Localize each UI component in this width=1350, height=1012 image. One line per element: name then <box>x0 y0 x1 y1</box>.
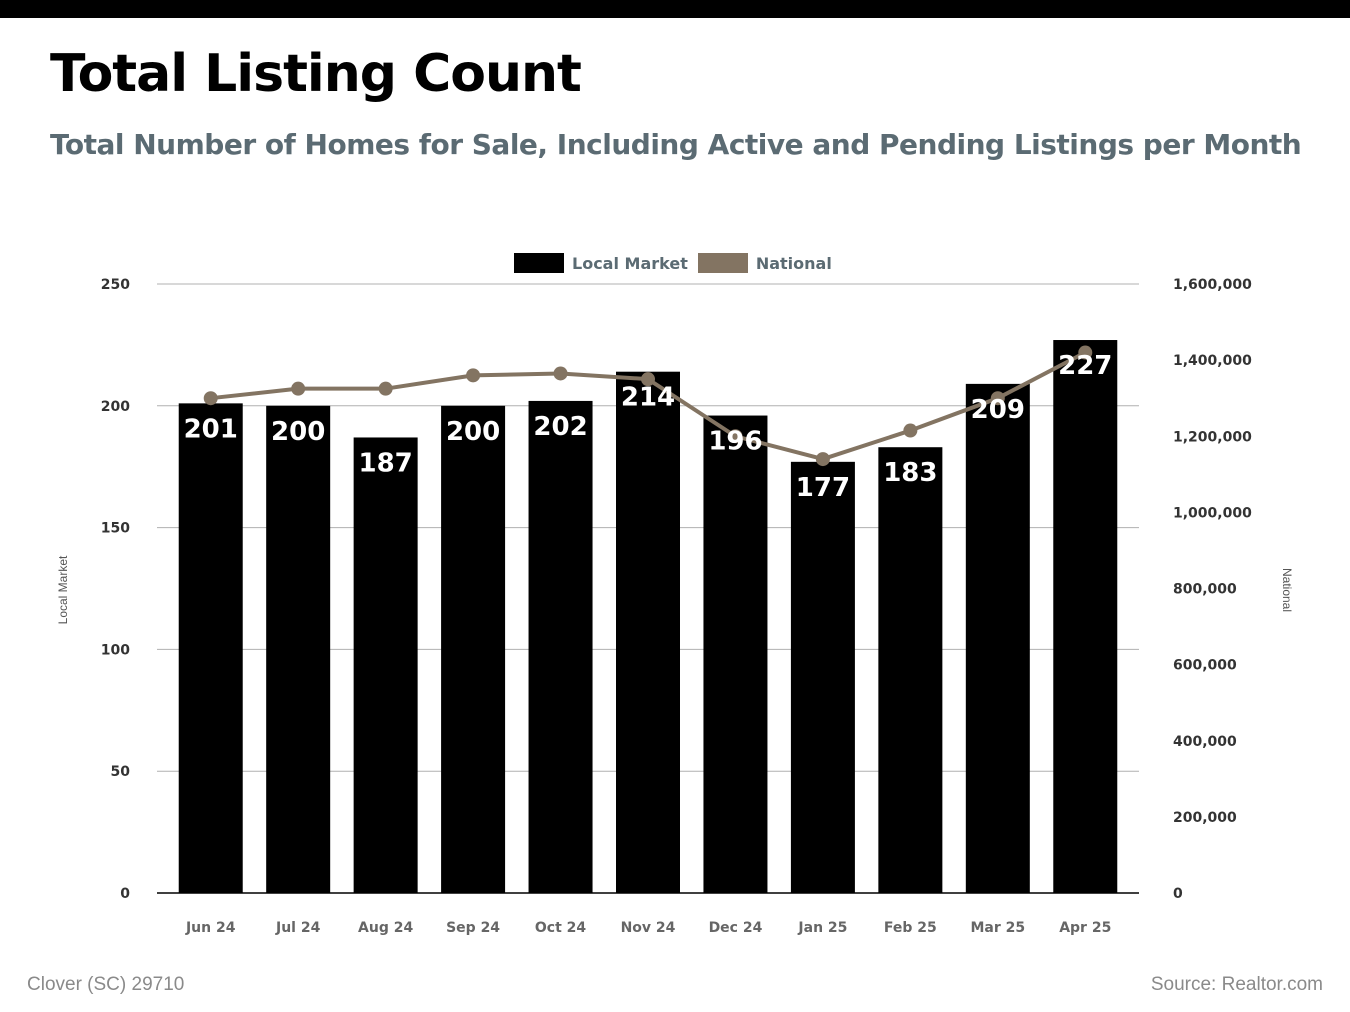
bar-jan-25 <box>790 461 855 893</box>
y-tick-label-right: 1,600,000 <box>1173 277 1252 293</box>
legend: Local Market National <box>514 250 832 276</box>
y-tick-label-right: 1,200,000 <box>1173 429 1252 445</box>
x-tick-label: Apr 25 <box>1059 920 1111 936</box>
x-tick-label: Dec 24 <box>709 920 763 936</box>
national-point <box>553 366 568 381</box>
national-point <box>990 391 1005 406</box>
national-point <box>815 452 830 467</box>
national-point <box>291 381 306 396</box>
y-tick-label-right: 1,400,000 <box>1173 353 1252 369</box>
bar-value-label: 200 <box>446 417 500 447</box>
x-tick-label: Jan 25 <box>797 920 847 936</box>
x-tick-label: Sep 24 <box>446 920 500 936</box>
bar-dec-24 <box>703 415 768 893</box>
bar-value-label: 202 <box>533 412 587 442</box>
national-point <box>1078 345 1093 360</box>
x-tick-label: Oct 24 <box>535 920 587 936</box>
bar-oct-24 <box>528 400 593 893</box>
bar-value-label: 200 <box>271 417 325 447</box>
y-tick-label-right: 400,000 <box>1173 734 1237 750</box>
national-point <box>466 368 481 383</box>
national-point <box>378 381 393 396</box>
bar-value-label: 214 <box>621 383 675 413</box>
y-tick-label-left: 0 <box>120 886 130 902</box>
y-tick-label-left: 100 <box>101 642 130 658</box>
national-point <box>903 423 918 438</box>
bar-jun-24 <box>178 403 243 893</box>
bar-value-label: 187 <box>358 448 412 478</box>
legend-label-national: National <box>755 253 832 273</box>
legend-swatch-national <box>697 253 748 273</box>
bar-mar-25 <box>965 383 1030 893</box>
y-tick-label-right: 0 <box>1173 886 1183 902</box>
y-tick-label-right: 800,000 <box>1173 582 1237 598</box>
y-tick-label-right: 600,000 <box>1173 658 1237 674</box>
y-tick-label-right: 1,000,000 <box>1173 505 1252 521</box>
chart-subtitle: Total Number of Homes for Sale, Includin… <box>50 128 1302 161</box>
bar-value-label: 177 <box>796 473 850 503</box>
chart-title: Total Listing Count <box>50 44 582 104</box>
y-tick-label-right: 200,000 <box>1173 810 1237 826</box>
national-point <box>641 372 655 387</box>
x-tick-label: Jun 24 <box>185 920 236 936</box>
national-point <box>728 429 743 444</box>
bar-aug-24 <box>353 437 418 893</box>
footer-location: Clover (SC) 29710 <box>27 974 185 995</box>
y-tick-label-left: 150 <box>101 521 130 537</box>
legend-label-local: Local Market <box>572 253 688 273</box>
top-bar <box>0 0 1350 18</box>
legend-swatch-local <box>514 253 564 273</box>
bar-jul-24 <box>266 405 331 893</box>
x-tick-label: Aug 24 <box>358 920 413 936</box>
bar-sep-24 <box>441 405 506 893</box>
y-tick-label-left: 200 <box>101 399 130 415</box>
legend-item-national: National <box>697 253 832 273</box>
y-tick-label-left: 50 <box>111 764 131 780</box>
bar-value-label: 201 <box>184 414 238 444</box>
national-point <box>203 391 218 406</box>
bar-value-label: 183 <box>883 458 937 488</box>
x-tick-label: Nov 24 <box>621 920 676 936</box>
bar-value-label: 209 <box>971 395 1025 425</box>
footer-source: Source: Realtor.com <box>1150 974 1323 995</box>
y-tick-label-left: 250 <box>101 277 130 293</box>
bar-value-label: 196 <box>708 427 762 457</box>
bar-value-label: 227 <box>1058 351 1112 381</box>
bar-feb-25 <box>878 447 943 893</box>
legend-item-local: Local Market <box>514 253 688 273</box>
x-tick-label: Feb 25 <box>884 920 937 936</box>
bar-nov-24 <box>616 371 680 893</box>
x-tick-label: Mar 25 <box>970 920 1025 936</box>
bar-apr-25 <box>1053 340 1118 893</box>
x-tick-label: Jul 24 <box>275 920 321 936</box>
